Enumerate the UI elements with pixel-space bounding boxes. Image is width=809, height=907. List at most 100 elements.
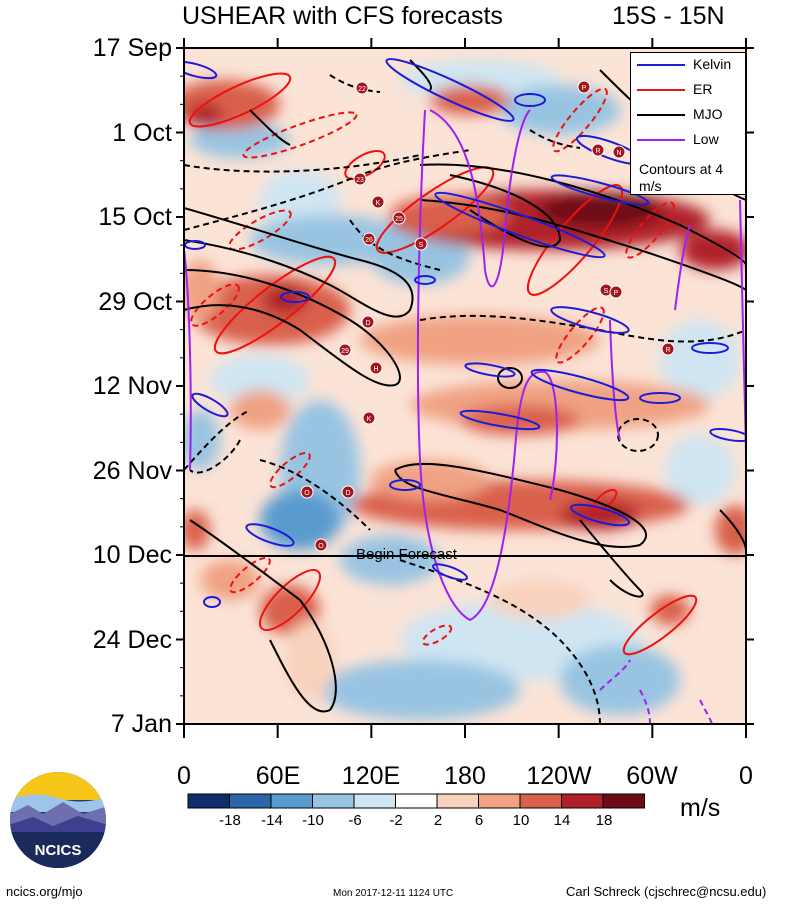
x-tick-label: 120E — [341, 762, 401, 790]
y-ticks — [176, 47, 754, 725]
legend-kelvin-label: Kelvin — [693, 56, 732, 72]
er-contours — [188, 72, 698, 656]
legend-mjo-swatch — [637, 114, 685, 116]
chart-title: USHEAR with CFS forecasts — [182, 2, 503, 30]
storm-marker-label: 22 — [358, 86, 366, 93]
legend-kelvin: Kelvin — [631, 55, 747, 75]
storm-marker: P — [609, 285, 623, 299]
storm-marker-label: 25 — [395, 216, 403, 223]
legend-mjo-label: MJO — [693, 106, 723, 122]
y-tick-label: 15 Oct — [98, 203, 172, 231]
storm-marker-label: K — [376, 200, 381, 207]
legend-contour-note: Contours at 4 m/s — [639, 161, 724, 194]
colorbar-swatch — [312, 793, 355, 809]
y-tick-label: 26 Nov — [92, 457, 172, 485]
colorbar-swatch — [519, 793, 562, 809]
colorbar-swatch — [187, 793, 230, 809]
storm-marker: D — [361, 315, 375, 329]
footer-timestamp: Mon 2017-12-11 1124 UTC — [333, 888, 454, 899]
storm-marker: R — [661, 342, 675, 356]
colorbar-label: 6 — [474, 812, 484, 829]
kelvin-contours — [184, 58, 746, 608]
storm-marker-label: P — [614, 290, 619, 297]
colorbar-units: m/s — [680, 794, 721, 822]
colorbar — [187, 793, 645, 809]
mjo-contours — [184, 59, 746, 724]
y-tick-label: 10 Dec — [92, 541, 172, 569]
colorbar-label: -6 — [348, 812, 362, 829]
legend-low-label: Low — [693, 131, 719, 147]
legend-er-label: ER — [693, 81, 713, 97]
storm-marker: R — [591, 143, 605, 157]
storm-marker: 22 — [355, 81, 369, 95]
storm-marker: 25 — [392, 211, 406, 225]
footer-url: ncics.org/mjo — [6, 884, 83, 899]
storm-marker: O — [314, 538, 328, 552]
colorbar-swatch — [478, 793, 521, 809]
y-tick-label: 29 Oct — [98, 288, 172, 316]
colorbar-label: 18 — [595, 812, 613, 829]
y-tick-label: 17 Sep — [92, 34, 172, 62]
chart-region: 15S - 15N — [612, 2, 725, 30]
x-tick-label: 0 — [177, 762, 191, 790]
storm-marker-label: O — [304, 490, 310, 497]
x-tick-label: 120W — [526, 762, 592, 790]
legend-low: Low — [631, 130, 747, 150]
storm-marker: 23 — [353, 172, 367, 186]
legend-kelvin-swatch — [637, 64, 685, 66]
storm-marker-label: N — [616, 150, 621, 157]
storm-marker-label: D — [345, 490, 350, 497]
x-tick-label: 60E — [255, 762, 301, 790]
y-tick-label: 7 Jan — [110, 710, 172, 738]
storm-marker: S — [414, 237, 428, 251]
colorbar-swatch — [436, 793, 479, 809]
storm-marker: O — [300, 485, 314, 499]
storm-marker-label: R — [595, 148, 600, 155]
colorbar-label: 10 — [512, 812, 530, 829]
storm-marker: K — [362, 411, 376, 425]
storm-marker-label: H — [373, 366, 378, 373]
footer-author: Carl Schreck (cjschrec@ncsu.edu) — [566, 884, 767, 899]
colorbar-label: -10 — [302, 812, 324, 829]
x-tick-label: 180 — [444, 762, 486, 790]
y-tick-label: 1 Oct — [112, 119, 172, 147]
colorbar-swatch — [395, 793, 438, 809]
colorbar-label: -14 — [261, 812, 283, 829]
colorbar-swatch — [229, 793, 272, 809]
colorbar-label: -18 — [219, 812, 241, 829]
ncics-logo: NCICS — [10, 772, 106, 868]
storm-marker: H — [369, 361, 383, 375]
colorbar-label: -2 — [389, 812, 403, 829]
storm-marker-label: S — [419, 242, 424, 249]
colorbar-swatch — [602, 793, 645, 809]
storm-marker-label: S — [604, 288, 609, 295]
colorbar-swatch — [353, 793, 396, 809]
colorbar-swatch — [561, 793, 604, 809]
storm-marker-label: R — [665, 347, 670, 354]
legend: Kelvin ER MJO Low Contours at 4 m/s — [630, 52, 746, 195]
storm-marker-label: 29 — [341, 348, 349, 355]
storm-marker-label: 26 — [365, 237, 373, 244]
storm-marker-label: 23 — [356, 177, 364, 184]
colorbar-label: 14 — [553, 812, 571, 829]
storm-marker: D — [341, 485, 355, 499]
legend-low-swatch — [637, 139, 685, 141]
x-ticks — [183, 38, 747, 738]
storm-marker-label: D — [365, 320, 370, 327]
colorbar-label: 2 — [433, 812, 443, 829]
legend-mjo: MJO — [631, 105, 747, 125]
storm-marker: N — [612, 145, 626, 159]
x-tick-label: 60W — [626, 762, 678, 790]
colorbar-swatch — [270, 793, 313, 809]
logo-text: NCICS — [35, 842, 82, 859]
storm-marker: P — [577, 80, 591, 94]
storm-marker: 29 — [338, 343, 352, 357]
y-tick-label: 24 Dec — [92, 626, 172, 654]
legend-er-swatch — [637, 89, 685, 91]
storm-marker-label: O — [318, 543, 324, 550]
forecast-start-label: Begin Forecast — [356, 546, 457, 563]
x-tick-label: 0 — [739, 762, 753, 790]
storm-marker-label: P — [582, 85, 587, 92]
